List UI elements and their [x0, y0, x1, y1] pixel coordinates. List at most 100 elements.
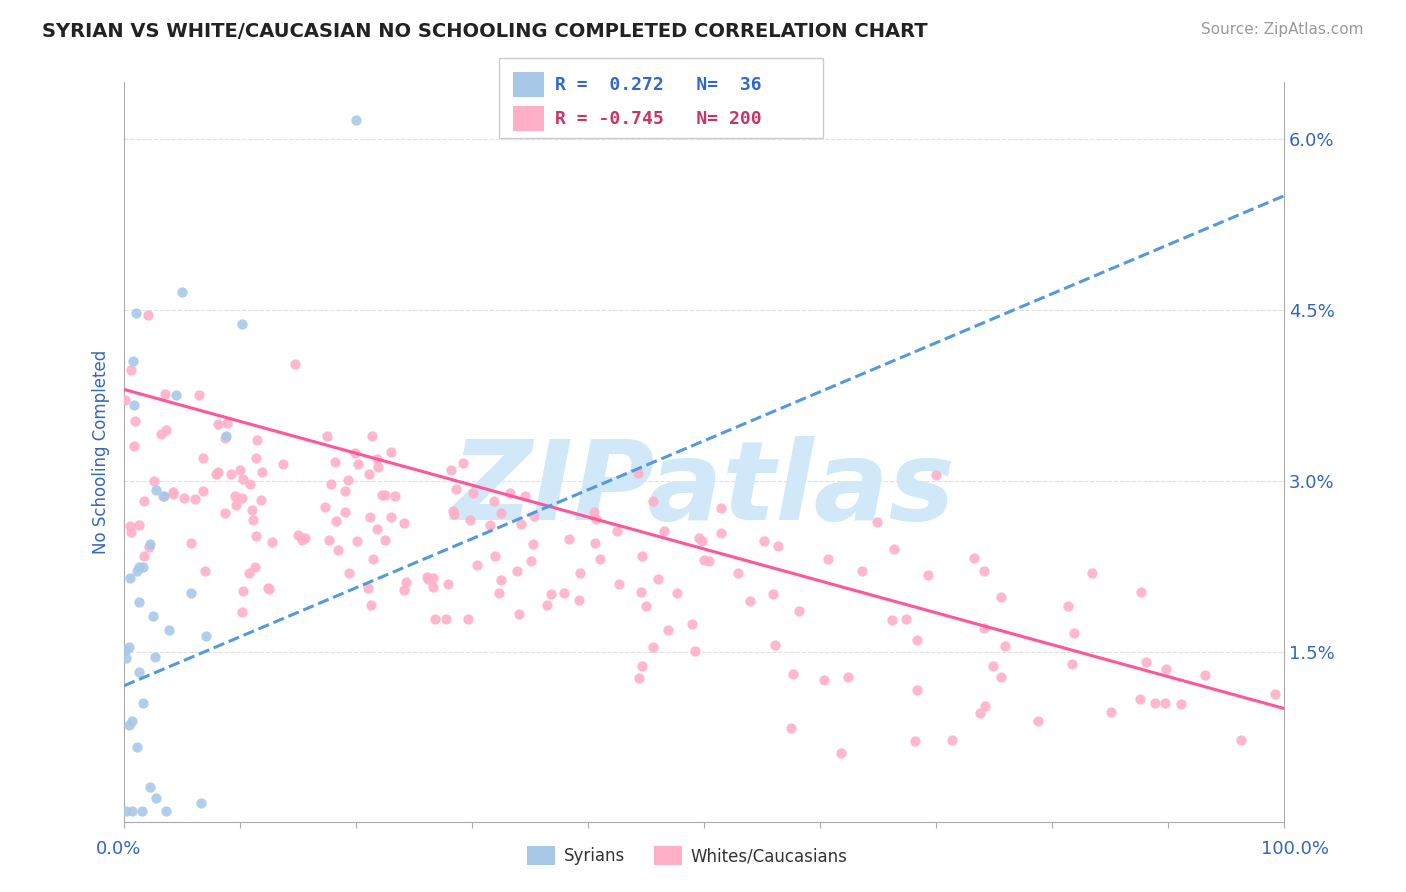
Point — [191, 451, 214, 466]
Point — [232, 584, 254, 599]
Point — [344, 445, 367, 459]
Point — [122, 354, 145, 368]
Point — [155, 804, 177, 818]
Point — [118, 640, 141, 654]
Point — [994, 639, 1017, 653]
Point — [851, 564, 873, 578]
Point — [453, 456, 475, 470]
Point — [440, 463, 463, 477]
Point — [155, 423, 177, 437]
Point — [204, 467, 226, 482]
Point — [422, 581, 444, 595]
Point — [380, 510, 402, 524]
Point — [1264, 687, 1286, 701]
Point — [318, 533, 340, 547]
Point — [173, 491, 195, 505]
Point — [125, 306, 148, 320]
Point — [118, 717, 141, 731]
Text: R = -0.745   N= 200: R = -0.745 N= 200 — [555, 110, 762, 128]
Point — [138, 540, 160, 554]
Point — [139, 780, 162, 794]
Point — [319, 477, 342, 491]
Point — [904, 734, 927, 748]
Point — [1063, 626, 1085, 640]
Point — [115, 651, 138, 665]
Point — [326, 542, 349, 557]
Point — [187, 388, 209, 402]
Point — [367, 460, 389, 475]
Point — [830, 746, 852, 760]
Point — [896, 612, 918, 626]
Point — [422, 571, 444, 585]
Point — [242, 512, 264, 526]
Point — [121, 714, 143, 728]
Point — [121, 804, 143, 818]
Point — [657, 623, 679, 637]
Point — [630, 585, 652, 599]
Point — [973, 564, 995, 578]
Point — [346, 533, 368, 548]
Point — [142, 609, 165, 624]
Point — [136, 308, 159, 322]
Point — [128, 665, 150, 680]
Point — [444, 482, 467, 496]
Point — [607, 577, 630, 591]
Point — [162, 487, 184, 501]
Point — [214, 431, 236, 445]
Point — [465, 558, 488, 573]
Point — [536, 598, 558, 612]
Point — [366, 452, 388, 467]
Point — [242, 503, 264, 517]
Point — [245, 433, 267, 447]
Point — [488, 586, 510, 600]
Text: ZIPatlas: ZIPatlas — [453, 435, 956, 542]
Point — [190, 797, 212, 811]
Point — [384, 490, 406, 504]
Point — [128, 559, 150, 574]
Point — [458, 513, 481, 527]
Point — [191, 483, 214, 498]
Point — [636, 599, 658, 613]
Point — [152, 490, 174, 504]
Point — [231, 491, 253, 505]
Point — [522, 537, 544, 551]
Point — [120, 363, 142, 377]
Point — [245, 451, 267, 466]
Point — [228, 463, 250, 477]
Point — [180, 586, 202, 600]
Point — [627, 671, 650, 685]
Point — [484, 549, 506, 564]
Point — [1154, 696, 1177, 710]
Point — [1194, 668, 1216, 682]
Point — [443, 504, 465, 518]
Point — [457, 612, 479, 626]
Point — [434, 612, 457, 626]
Point — [114, 393, 136, 408]
Point — [207, 465, 229, 479]
Text: 100.0%: 100.0% — [1261, 840, 1329, 858]
Point — [120, 519, 142, 533]
Point — [1144, 696, 1167, 710]
Point — [589, 551, 612, 566]
Point — [416, 570, 439, 584]
Point — [766, 539, 789, 553]
Point — [540, 587, 562, 601]
Point — [905, 683, 928, 698]
Point — [357, 467, 380, 482]
Point — [115, 804, 138, 818]
Point — [1099, 706, 1122, 720]
Point — [131, 804, 153, 818]
Point — [973, 621, 995, 635]
Point — [360, 598, 382, 612]
Point — [631, 659, 654, 673]
Point — [257, 581, 280, 595]
Point — [752, 534, 775, 549]
Point — [361, 551, 384, 566]
Point — [489, 506, 512, 520]
Point — [337, 566, 360, 581]
Point — [727, 566, 749, 580]
Point — [666, 586, 689, 600]
Point — [231, 317, 253, 331]
Point — [257, 582, 280, 597]
Text: Syrians: Syrians — [564, 847, 626, 865]
